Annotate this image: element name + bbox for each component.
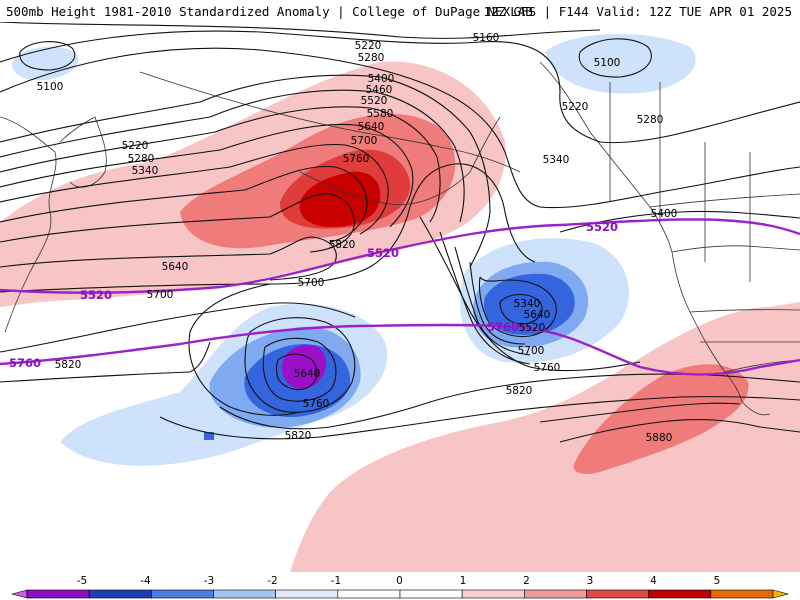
height-contours [0, 22, 800, 443]
contour-label-5820d: 5820 [55, 359, 82, 371]
colorbar-box [337, 589, 401, 599]
reference-label-r5760b: 5760 [487, 320, 519, 334]
colorbar-tick-label: -5 [77, 575, 87, 587]
map-title: 500mb Height 1981-2010 Standardized Anom… [6, 4, 533, 19]
colorbar-box [151, 589, 214, 599]
contour-label-5280c: 5280 [637, 114, 664, 126]
contour-label-5700d: 5700 [518, 345, 545, 357]
colorbar-tick-label: 3 [587, 575, 594, 587]
negative-anomaly-spot [204, 432, 214, 440]
contour-label-5760b: 5760 [534, 362, 561, 374]
contour-label-5640d: 5640 [294, 368, 321, 380]
contour-label-5760a: 5760 [343, 153, 370, 165]
coastlines [0, 61, 800, 416]
contour-label-5100a: 5100 [37, 81, 64, 93]
contour-label-5820a: 5820 [329, 239, 356, 251]
colorbar-box [275, 589, 339, 599]
contour-label-5400: 5400 [368, 73, 395, 85]
anomaly-map: 5160522052805400546055205580564057005760… [0, 22, 800, 572]
colorbar-tick-label: -1 [331, 575, 341, 587]
positive-anomaly-core [299, 171, 381, 227]
contour-label-5820b: 5820 [285, 430, 312, 442]
colorbar-box [710, 589, 774, 599]
contour-label-5700c: 5700 [298, 277, 325, 289]
contour-label-5160: 5160 [473, 32, 500, 44]
model-valid-time: 12Z GFS | F144 Valid: 12Z TUE APR 01 202… [483, 4, 792, 19]
colorbar-tick-label: -3 [204, 575, 214, 587]
colorbar-box [88, 589, 152, 599]
contour-label-5220b: 5220 [122, 140, 149, 152]
anomaly-colorbar: -5 -4 -3 -2 -1 0 1 2 3 4 5 [10, 575, 790, 599]
positive-anomaly-light-east [290, 302, 800, 572]
colorbar-box [461, 589, 525, 599]
positive-anomaly-mid-east [573, 364, 749, 474]
colorbar-arrow-left [10, 589, 28, 599]
contour-label-5520a: 5520 [361, 95, 388, 107]
colorbar-tick-label: 4 [650, 575, 657, 587]
reference-label-r5520b: 5520 [367, 246, 399, 260]
colorbar-box [399, 589, 463, 599]
contour-label-5820c: 5820 [506, 385, 533, 397]
contour-label-5880: 5880 [646, 432, 673, 444]
colorbar-box [586, 589, 649, 599]
negative-anomaly-light-topleft [11, 46, 79, 81]
colorbar-arrow-right [772, 589, 790, 599]
contour-label-5100b: 5100 [594, 57, 621, 69]
contour-label-5700b: 5700 [147, 289, 174, 301]
contour-label-5640b: 5640 [162, 261, 189, 273]
contour-label-5640a: 5640 [358, 121, 385, 133]
colorbar-tick-label: -2 [267, 575, 277, 587]
reference-line-5760 [0, 323, 800, 376]
contour-label-5220c: 5220 [562, 101, 589, 113]
reference-label-r5760a: 5760 [9, 356, 41, 370]
colorbar-tick-label: 0 [396, 575, 403, 587]
contour-label-5220a: 5220 [355, 40, 382, 52]
contour-label-5640c: 5640 [524, 309, 551, 321]
reference-line-5520 [0, 218, 800, 294]
colorbar-box [524, 589, 587, 599]
colorbar-boxes [10, 589, 790, 599]
contour-label-5700a: 5700 [351, 135, 378, 147]
colorbar-tick-label: -4 [140, 575, 151, 587]
contour-label-5340c: 5340 [514, 298, 541, 310]
contour-label-5760c: 5760 [303, 398, 330, 410]
contour-label-5340b: 5340 [543, 154, 570, 166]
contour-label-5400b: 5400 [651, 208, 678, 220]
colorbar-box [213, 589, 276, 599]
map-header: 500mb Height 1981-2010 Standardized Anom… [0, 0, 800, 22]
colorbar-ticks: -5 -4 -3 -2 -1 0 1 2 3 4 5 [77, 575, 721, 587]
contour-label-5340a: 5340 [132, 165, 159, 177]
colorbar-tick-label: 5 [714, 575, 721, 587]
colorbar-tick-label: 2 [523, 575, 530, 587]
reference-lines [0, 218, 800, 376]
contour-label-5520c: 5520 [519, 322, 546, 334]
negative-anomaly-strong-northeast [483, 273, 575, 335]
contour-label-5580: 5580 [367, 108, 394, 120]
contour-label-5280b: 5280 [128, 153, 155, 165]
contour-label-group: 5160522052805400546055205580564057005760… [37, 32, 678, 444]
contour-label-5460: 5460 [366, 84, 393, 96]
reference-label-r5520c: 5520 [586, 220, 618, 234]
colorbar-tick-label: 1 [460, 575, 467, 587]
contour-label-5280a: 5280 [358, 52, 385, 64]
negative-anomaly-core [281, 345, 327, 389]
reference-label-r5520a: 5520 [80, 288, 112, 302]
colorbar-box [26, 589, 90, 599]
colorbar-box [648, 589, 712, 599]
